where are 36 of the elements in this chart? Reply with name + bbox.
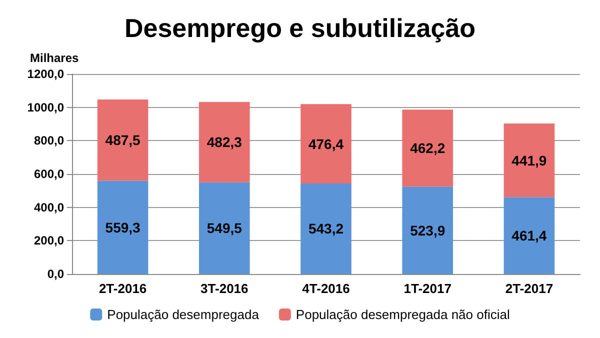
y-tick-label: 0,0 <box>47 267 64 281</box>
y-tick-label: 400,0 <box>34 200 64 214</box>
chart-title: Desemprego e subutilização <box>124 13 476 43</box>
x-tick-label: 2T-2016 <box>98 281 147 296</box>
bar <box>402 186 453 274</box>
data-label: 461,4 <box>512 228 547 244</box>
data-label: 543,2 <box>308 220 344 237</box>
data-label: 482,3 <box>206 134 242 150</box>
legend-label: População desempregada <box>107 307 260 322</box>
data-label: 523,9 <box>410 222 446 238</box>
y-tick-label: 1200,0 <box>27 67 64 81</box>
bar <box>402 110 453 187</box>
bar <box>300 183 352 274</box>
bar <box>97 100 148 181</box>
legend-label: População desempregada não oficial <box>296 307 510 322</box>
x-tick-label: 1T-2017 <box>404 281 452 296</box>
y-tick-label: 600,0 <box>34 167 64 181</box>
data-label: 462,2 <box>410 140 446 156</box>
y-tick-label: 800,0 <box>34 134 64 148</box>
bar <box>199 182 250 274</box>
data-label: 549,5 <box>206 220 242 236</box>
bar <box>504 197 555 274</box>
data-label: 441,9 <box>512 152 547 168</box>
bar <box>504 123 555 198</box>
data-label: 476,4 <box>308 136 344 152</box>
x-tick-label: 4T-2016 <box>302 281 350 296</box>
bar <box>199 102 250 182</box>
x-tick-label: 3T-2016 <box>200 281 248 296</box>
x-tick-label: 2T-2017 <box>505 281 554 296</box>
data-label: 487,5 <box>105 132 141 148</box>
data-label: 559,3 <box>105 219 141 236</box>
bar <box>97 180 148 274</box>
y-tick-label: 200,0 <box>34 234 64 248</box>
bar <box>300 104 352 184</box>
y-tick-label: 1000,0 <box>27 100 64 114</box>
y-axis-title: Milhares <box>30 51 80 65</box>
